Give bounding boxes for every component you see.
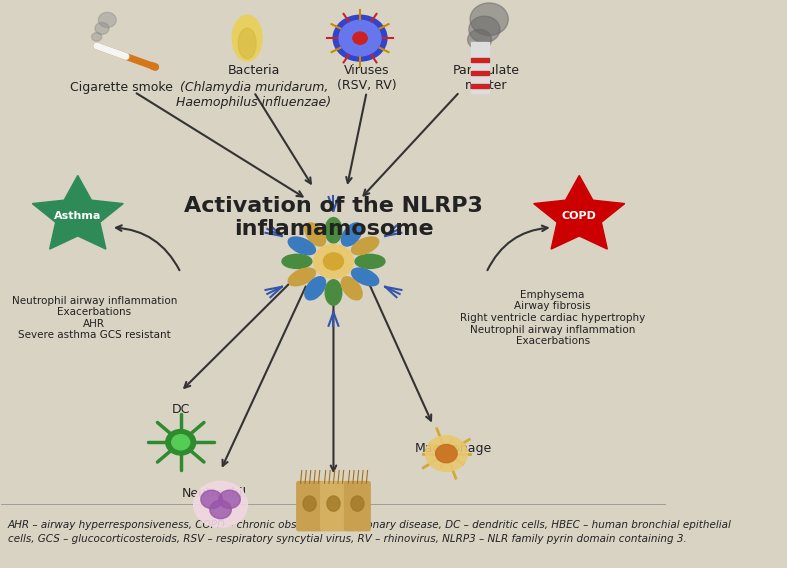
Circle shape bbox=[470, 3, 508, 35]
FancyBboxPatch shape bbox=[471, 59, 489, 62]
Circle shape bbox=[426, 436, 467, 471]
Circle shape bbox=[98, 12, 116, 27]
Circle shape bbox=[353, 32, 368, 44]
Ellipse shape bbox=[325, 280, 342, 305]
Text: Activation of the NLRP3
inflamamosome: Activation of the NLRP3 inflamamosome bbox=[184, 195, 483, 239]
Ellipse shape bbox=[325, 218, 342, 243]
Text: Particulate
matter: Particulate matter bbox=[453, 64, 519, 91]
Circle shape bbox=[210, 500, 231, 519]
Ellipse shape bbox=[288, 268, 316, 286]
FancyBboxPatch shape bbox=[345, 482, 370, 531]
FancyBboxPatch shape bbox=[297, 482, 323, 531]
Circle shape bbox=[194, 482, 247, 527]
Ellipse shape bbox=[288, 237, 316, 254]
Text: Bacteria: Bacteria bbox=[227, 64, 280, 77]
Ellipse shape bbox=[282, 254, 312, 269]
Circle shape bbox=[201, 490, 223, 508]
Circle shape bbox=[166, 429, 196, 455]
Text: Neutrophil airway inflammation
Exacerbations
AHR
Severe asthma GCS resistant: Neutrophil airway inflammation Exacerbat… bbox=[12, 295, 177, 340]
Circle shape bbox=[339, 20, 381, 56]
Ellipse shape bbox=[238, 28, 256, 59]
Ellipse shape bbox=[232, 15, 262, 61]
FancyBboxPatch shape bbox=[471, 71, 489, 75]
Polygon shape bbox=[534, 176, 625, 249]
Text: COPD: COPD bbox=[562, 211, 597, 221]
Circle shape bbox=[219, 490, 240, 508]
Text: Asthma: Asthma bbox=[54, 211, 102, 221]
Circle shape bbox=[467, 30, 492, 50]
FancyBboxPatch shape bbox=[471, 42, 489, 93]
FancyBboxPatch shape bbox=[471, 84, 489, 88]
Circle shape bbox=[333, 15, 387, 61]
Ellipse shape bbox=[327, 496, 340, 511]
Text: (Chlamydia muridarum,
Haemophilus influenzae): (Chlamydia muridarum, Haemophilus influe… bbox=[176, 81, 331, 108]
Circle shape bbox=[91, 32, 102, 41]
Circle shape bbox=[436, 444, 457, 463]
Polygon shape bbox=[32, 176, 124, 249]
Ellipse shape bbox=[352, 268, 379, 286]
Ellipse shape bbox=[342, 277, 362, 300]
Ellipse shape bbox=[303, 496, 316, 511]
Ellipse shape bbox=[351, 496, 364, 511]
Text: AHR – airway hyperresponsiveness, COPD – chronic obstructive pulmonary disease, : AHR – airway hyperresponsiveness, COPD –… bbox=[8, 520, 732, 530]
Circle shape bbox=[323, 253, 343, 270]
Text: Cigarette smoke: Cigarette smoke bbox=[69, 81, 172, 94]
Ellipse shape bbox=[305, 223, 326, 246]
Ellipse shape bbox=[342, 223, 362, 246]
Text: HBEC: HBEC bbox=[316, 499, 351, 512]
Circle shape bbox=[313, 244, 353, 278]
Text: cells, GCS – glucocorticosteroids, RSV – respiratory syncytial virus, RV – rhino: cells, GCS – glucocorticosteroids, RSV –… bbox=[8, 534, 687, 544]
Circle shape bbox=[469, 16, 500, 43]
Ellipse shape bbox=[355, 254, 385, 269]
Text: Viruses
(RSV, RV): Viruses (RSV, RV) bbox=[337, 64, 397, 91]
FancyBboxPatch shape bbox=[321, 482, 346, 531]
Text: Macrophage: Macrophage bbox=[415, 442, 492, 456]
Ellipse shape bbox=[352, 237, 379, 254]
Circle shape bbox=[95, 22, 109, 35]
Circle shape bbox=[172, 435, 190, 450]
Text: DC: DC bbox=[172, 403, 190, 416]
Text: Emphysema
Airway fibrosis
Right ventricle cardiac hypertrophy
Neutrophil airway : Emphysema Airway fibrosis Right ventricl… bbox=[460, 290, 645, 346]
Ellipse shape bbox=[305, 277, 326, 300]
Text: Neutrophil: Neutrophil bbox=[181, 487, 246, 500]
